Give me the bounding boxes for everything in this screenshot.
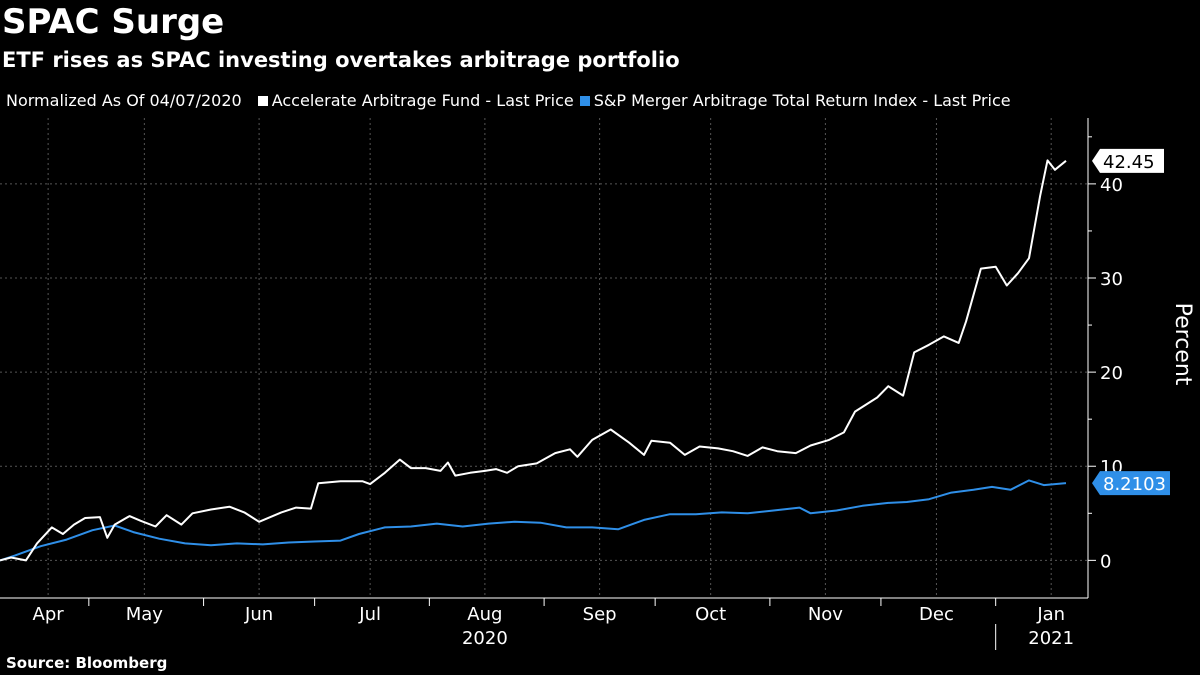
x-tick-label: Oct: [695, 604, 726, 625]
last-value-tag-fund: [1092, 148, 1164, 173]
x-tick-label: May: [126, 604, 164, 625]
y-tick-label: 20: [1100, 363, 1123, 384]
legend-item-index: S&P Merger Arbitrage Total Return Index …: [579, 90, 1011, 112]
legend: Normalized As Of 04/07/2020 Accelerate A…: [6, 90, 1017, 112]
x-tick-label: Jul: [358, 604, 381, 625]
series-line-fund: [0, 159, 1067, 562]
x-tick-label: Aug: [467, 604, 502, 625]
chart-subtitle: ETF rises as SPAC investing overtakes ar…: [2, 48, 680, 72]
legend-swatch-index: [579, 96, 590, 106]
x-year-label: 2020: [462, 628, 508, 649]
y-axis-label: Percent: [1170, 303, 1195, 386]
x-tick-label: Jun: [244, 604, 273, 625]
chart-title: SPAC Surge: [2, 2, 225, 42]
legend-swatch-fund: [257, 96, 268, 106]
legend-label-fund: Accelerate Arbitrage Fund - Last Price: [271, 91, 574, 110]
normalization-note: Normalized As Of 04/07/2020: [6, 91, 242, 110]
legend-item-fund: Accelerate Arbitrage Fund - Last Price: [257, 90, 574, 112]
x-tick-label: Dec: [919, 604, 954, 625]
y-tick-label: 40: [1100, 175, 1123, 196]
last-value-label-fund: 42.45: [1103, 152, 1155, 173]
y-tick-label: 0: [1100, 551, 1111, 572]
last-value-tag-index: [1092, 471, 1170, 496]
x-tick-label: Nov: [808, 604, 843, 625]
x-tick-label: Sep: [583, 604, 617, 625]
legend-label-index: S&P Merger Arbitrage Total Return Index …: [593, 91, 1011, 110]
last-value-label-index: 8.2103: [1103, 474, 1166, 495]
source-note: Source: Bloomberg: [6, 654, 168, 672]
y-tick-label: 30: [1100, 269, 1123, 290]
x-tick-label: Jan: [1036, 604, 1065, 625]
x-year-label: 2021: [1028, 628, 1074, 649]
series-line-index: [0, 479, 1067, 562]
x-tick-label: Apr: [33, 604, 65, 625]
